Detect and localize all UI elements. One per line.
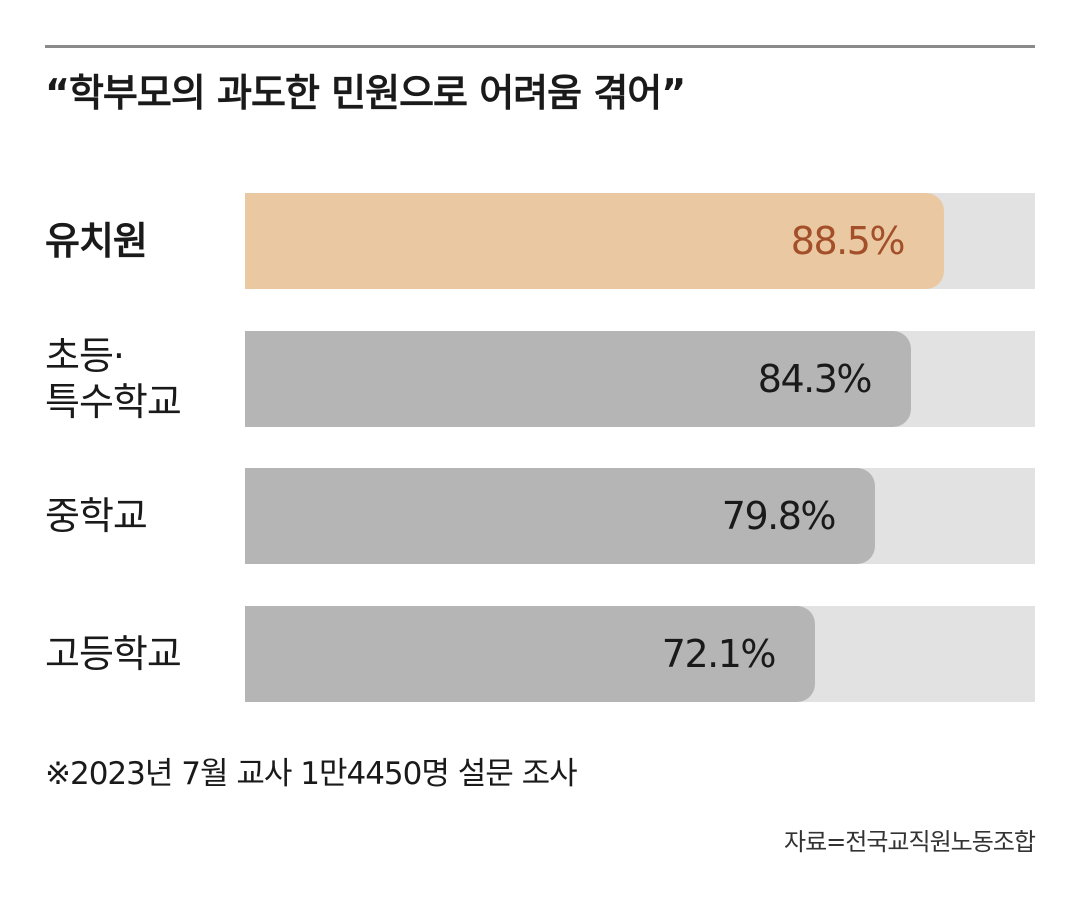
value-label: 79.8% [721,494,837,538]
bar [245,468,875,564]
source-credit: 자료=전국교직원노동조합 [784,828,1036,856]
bar-track: 72.1% [245,606,1035,702]
value-label: 88.5% [790,219,906,263]
bar-track: 88.5% [245,193,1035,289]
bar-track: 79.8% [245,468,1035,564]
category-label: 중학교 [45,494,148,538]
top-rule [45,45,1035,48]
category-label: 고등학교 [45,632,182,676]
value-label: 84.3% [757,357,873,401]
bar [245,606,815,702]
chart-title: “학부모의 과도한 민원으로 어려움 겪어” [45,71,686,115]
survey-footnote: ※2023년 7월 교사 1만4450명 설문 조사 [45,756,578,792]
bar [245,331,911,427]
category-label: 초등· 특수학교 [45,334,182,424]
value-label: 72.1% [661,632,777,676]
category-label: 유치원 [45,219,148,263]
bar-track: 84.3% [245,331,1035,427]
bar [245,193,944,289]
